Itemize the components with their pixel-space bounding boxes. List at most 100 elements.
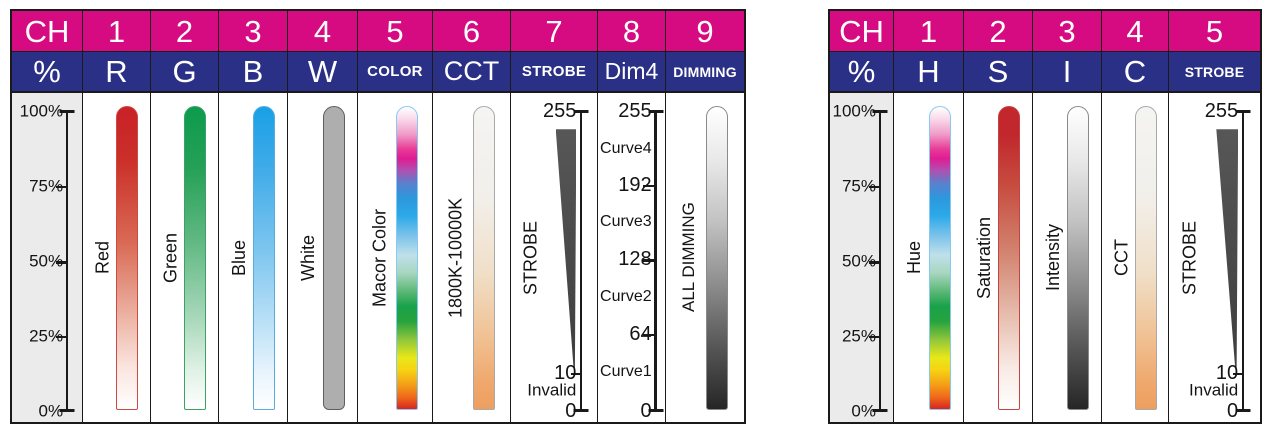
cct-gradient-bar	[1134, 106, 1157, 410]
channel-number: 1	[107, 13, 126, 49]
dim4-axis	[654, 111, 657, 411]
tick-25	[868, 336, 880, 339]
percent-tick-label: 0%	[38, 401, 64, 421]
channel-name: H	[917, 54, 940, 89]
axis-value-label: 255	[543, 100, 577, 123]
tick-10	[570, 373, 581, 376]
axis-value-label: 192	[618, 173, 652, 196]
channel-name: W	[307, 54, 338, 89]
channel-number-cell: 7	[511, 11, 597, 52]
channel-name-cell: S	[964, 52, 1032, 93]
tick-25	[55, 336, 67, 339]
cct-gradient-bar	[472, 106, 495, 410]
channel-body: STROBE 255 10 Invalid 0	[1169, 93, 1260, 422]
channel-number-cell: 6	[433, 11, 510, 52]
channel-name-cell: DIMMING	[666, 52, 744, 93]
percent-tick-label: 0%	[851, 401, 876, 421]
ch-header-label: CH	[24, 13, 70, 49]
ch-header-cell: CH	[830, 11, 893, 52]
channel-name: CCT	[443, 56, 500, 86]
bar-label: STROBE	[1179, 220, 1200, 295]
dmx-table-5ch: CH % 100% 75% 50% 25% 0% 1 H Hue	[828, 9, 1262, 424]
channel-name-cell: G	[151, 52, 218, 93]
channel-number-cell: 8	[598, 11, 665, 52]
tick-75	[868, 185, 880, 188]
channel-column-strobe: 5 STROBE STROBE 255 10 Invalid 0	[1168, 11, 1260, 422]
strobe-wedge	[555, 129, 577, 370]
channel-number-cell: 4	[1102, 11, 1168, 52]
hue-gradient-bar	[928, 106, 951, 410]
percent-axis	[65, 111, 69, 411]
channel-name: DIMMING	[673, 63, 737, 80]
channel-name-cell: STROBE	[1169, 52, 1260, 93]
channel-number: 2	[175, 13, 194, 49]
axis-value-label: 64	[629, 323, 652, 346]
channel-name-cell: COLOR	[358, 52, 432, 93]
channel-number-cell: 3	[1033, 11, 1101, 52]
percent-header-label: %	[847, 54, 876, 89]
channel-number: 7	[545, 13, 563, 49]
channel-number: 6	[462, 13, 481, 49]
channel-number: 3	[1058, 13, 1076, 49]
channel-body: Intensity	[1033, 93, 1101, 422]
bar-label: White	[298, 234, 319, 281]
bar-label: 1800K-10000K	[445, 197, 466, 318]
channel-number: 2	[989, 13, 1007, 49]
curve-label: Curve3	[600, 213, 652, 231]
channel-number: 5	[386, 13, 404, 49]
channel-number: 9	[696, 13, 714, 49]
channel-name: G	[172, 54, 197, 89]
channel-column-hue: 1 H Hue	[893, 11, 963, 422]
channel-name-cell: H	[894, 52, 963, 93]
channel-column-white: 4 W White	[287, 11, 357, 422]
channel-number-cell: 2	[964, 11, 1032, 52]
percent-tick-label: 50%	[29, 251, 64, 271]
white-bar	[322, 106, 345, 410]
percent-header-label: %	[33, 54, 61, 89]
percent-scale-column: CH % 100% 75% 50% 25% 0%	[830, 11, 893, 422]
channel-name-cell: C	[1102, 52, 1168, 93]
axis-value-label: 10	[1215, 362, 1239, 385]
percent-header-cell: %	[830, 52, 893, 93]
channel-number-cell: 5	[1169, 11, 1260, 52]
channel-name: S	[987, 54, 1009, 89]
intensity-gradient-bar	[1066, 106, 1089, 410]
tick-50	[55, 261, 67, 264]
axis-value-label: 0	[565, 399, 577, 422]
percent-tick-label: 25%	[29, 326, 64, 346]
axis-value-label: 10	[554, 362, 577, 385]
channel-column-red: 1 R Red	[82, 11, 150, 422]
channel-body: Blue	[219, 93, 287, 422]
percent-tick-label: 75%	[841, 176, 876, 196]
channel-name-cell: W	[288, 52, 357, 93]
channel-name: STROBE	[521, 63, 587, 80]
percent-scale-body: 100% 75% 50% 25% 0%	[830, 93, 893, 422]
axis-value-label: 0	[640, 399, 652, 422]
channel-body: Hue	[894, 93, 963, 422]
tick-64	[643, 334, 656, 337]
channel-column-strobe: 7 STROBE STROBE 255 10 Invalid 0	[510, 11, 597, 422]
channel-name-cell: B	[219, 52, 287, 93]
channel-column-blue: 3 B Blue	[218, 11, 287, 422]
channel-name-cell: CCT	[433, 52, 510, 93]
curve-label: Curve4	[600, 139, 652, 157]
channel-number: 1	[919, 13, 938, 49]
saturation-gradient-bar	[997, 106, 1020, 410]
channel-name: I	[1062, 54, 1072, 89]
percent-tick-label: 100%	[19, 101, 64, 121]
strobe-axis	[1241, 111, 1245, 411]
all-dimming-bar	[706, 106, 729, 410]
channel-number: 4	[313, 13, 332, 49]
invalid-label: Invalid	[1189, 380, 1239, 400]
tick-128	[643, 259, 656, 262]
blue-gradient-bar	[252, 106, 275, 410]
channel-body: Green	[151, 93, 218, 422]
percent-scale-body: 100% 75% 50% 25% 0%	[12, 93, 82, 422]
channel-column-green: 2 G Green	[150, 11, 218, 422]
channel-number: 5	[1205, 13, 1224, 49]
channel-column-cct: 4 C CCT	[1101, 11, 1168, 422]
macro-color-bar	[395, 106, 418, 410]
channel-number: 8	[622, 13, 641, 49]
percent-axis	[878, 111, 881, 411]
